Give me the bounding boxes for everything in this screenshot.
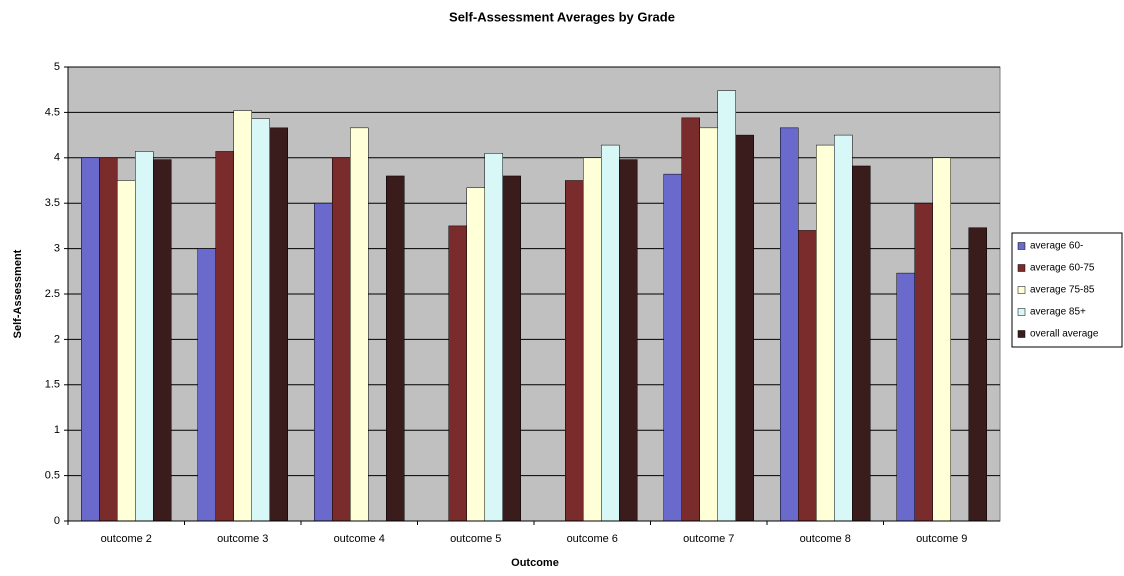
bar xyxy=(117,180,136,522)
bar xyxy=(251,118,270,522)
bar xyxy=(484,153,503,522)
legend-label: average 60-75 xyxy=(1030,263,1095,274)
bar xyxy=(565,180,584,522)
bar xyxy=(153,159,172,522)
bar xyxy=(896,272,915,522)
bar xyxy=(717,90,736,522)
bar xyxy=(215,151,234,522)
x-tick-label: outcome 4 xyxy=(334,533,385,545)
bar xyxy=(448,225,467,522)
bar xyxy=(834,134,853,522)
y-axis-title: Self-Assessment xyxy=(12,249,24,338)
bar xyxy=(663,173,682,522)
bar xyxy=(681,117,700,522)
bar xyxy=(619,159,638,522)
bar xyxy=(583,157,602,522)
y-tick-label: 2 xyxy=(54,333,60,345)
y-tick-label: 0.5 xyxy=(45,470,60,482)
bar xyxy=(601,144,620,522)
bar xyxy=(386,175,405,522)
y-tick-label: 4.5 xyxy=(45,106,60,118)
x-tick-label: outcome 2 xyxy=(101,533,152,545)
x-tick-label: outcome 5 xyxy=(450,533,501,545)
legend-label: average 75-85 xyxy=(1030,285,1095,296)
x-tick-label: outcome 7 xyxy=(683,533,734,545)
bar xyxy=(502,175,521,522)
bar xyxy=(780,127,799,522)
y-tick-label: 0 xyxy=(54,515,60,527)
bar xyxy=(233,110,252,522)
legend-label: average 60- xyxy=(1030,241,1083,252)
y-tick-label: 2.5 xyxy=(45,288,60,300)
bar xyxy=(81,157,100,522)
bar xyxy=(135,151,154,522)
x-tick-label: outcome 9 xyxy=(916,533,967,545)
bar xyxy=(314,202,333,522)
legend-swatch xyxy=(1017,242,1026,250)
bar xyxy=(735,134,754,522)
bar xyxy=(932,157,951,522)
bar xyxy=(197,248,216,522)
bar xyxy=(332,157,351,522)
x-axis-title: Outcome xyxy=(511,557,559,569)
legend-label: overall average xyxy=(1030,329,1099,340)
legend-swatch xyxy=(1017,264,1026,272)
legend-label: average 85+ xyxy=(1030,307,1086,318)
y-tick-label: 1 xyxy=(54,424,60,436)
legend-box xyxy=(1011,232,1123,348)
legend-swatch xyxy=(1017,308,1026,316)
y-tick-label: 3.5 xyxy=(45,197,60,209)
bar xyxy=(914,202,933,522)
bar xyxy=(269,127,288,522)
bar xyxy=(466,187,485,522)
bar xyxy=(798,230,817,522)
y-tick-label: 3 xyxy=(54,243,60,255)
bar xyxy=(816,144,835,522)
bar xyxy=(99,157,118,522)
x-tick-label: outcome 8 xyxy=(800,533,851,545)
chart-title: Self-Assessment Averages by Grade xyxy=(449,9,675,24)
x-tick-label: outcome 6 xyxy=(567,533,618,545)
bar xyxy=(968,227,987,522)
bar xyxy=(699,127,718,522)
x-tick-label: outcome 3 xyxy=(217,533,268,545)
legend-swatch xyxy=(1017,286,1026,294)
bar xyxy=(852,165,871,522)
y-tick-label: 1.5 xyxy=(45,379,60,391)
bar xyxy=(350,127,369,522)
y-tick-label: 5 xyxy=(54,61,60,73)
legend-swatch xyxy=(1017,330,1026,338)
y-tick-label: 4 xyxy=(54,152,60,164)
